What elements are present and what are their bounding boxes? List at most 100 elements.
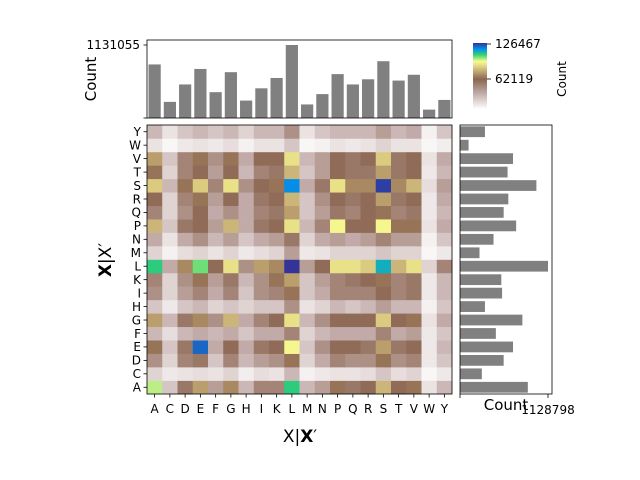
heatmap-cell [208, 246, 224, 260]
heatmap-cell [223, 192, 239, 206]
heatmap-cell [192, 151, 209, 166]
heatmap-cell [391, 259, 407, 274]
heatmap-cell [360, 340, 377, 354]
heatmap-cell [238, 138, 255, 153]
x-tick-label: K [273, 402, 282, 416]
heatmap-cell [238, 125, 255, 139]
heatmap-cell [253, 138, 270, 153]
heatmap-cell [223, 219, 239, 233]
top-marginal-bar [163, 101, 176, 118]
heatmap-cell [192, 138, 209, 153]
heatmap-cell [177, 205, 194, 220]
heatmap-cell [192, 272, 209, 287]
heatmap-cell [147, 246, 163, 260]
heatmap-cell [314, 286, 331, 301]
heatmap-cell [421, 299, 438, 314]
heatmap-cell [223, 353, 239, 368]
top-marginal-ylabel: Count [82, 57, 100, 102]
top-marginal-bar [423, 109, 436, 118]
heatmap-cell [421, 165, 438, 180]
heatmap-cell [147, 192, 163, 206]
y-tick-label: P [134, 219, 141, 233]
heatmap-cell [238, 165, 255, 180]
heatmap-cell [436, 192, 453, 206]
heatmap-cell [284, 340, 300, 354]
heatmap-cell [360, 219, 377, 233]
heatmap-cell [330, 340, 346, 354]
heatmap-cell [391, 219, 407, 233]
heatmap-cell [436, 219, 453, 233]
heatmap-cell [299, 353, 316, 368]
heatmap-cell [269, 299, 285, 314]
heatmap-cell [269, 151, 285, 166]
heatmap-cell [375, 205, 392, 220]
top-marginal-bar [285, 45, 298, 118]
heatmap-cell [406, 286, 422, 301]
heatmap-cell [299, 138, 316, 153]
heatmap-cell [284, 205, 300, 220]
heatmap-cell [406, 367, 422, 381]
right-marginal-xlabel: Count [484, 396, 529, 414]
heatmap-cell [162, 299, 178, 314]
heatmap-cell [177, 151, 194, 166]
heatmap-cell [147, 125, 163, 139]
heatmap-cell [269, 219, 285, 233]
heatmap-cell [360, 165, 377, 180]
heatmap-cell [375, 299, 392, 314]
heatmap-cell [253, 340, 270, 354]
heatmap-cell [314, 259, 331, 274]
heatmap-cell [406, 151, 422, 166]
heatmap-cell [436, 138, 453, 153]
heatmap-cell [253, 151, 270, 166]
heatmap-cell [177, 192, 194, 206]
heatmap-ylabel: X|X′ [96, 243, 116, 277]
top-marginal-ytick-label: 1131055 [87, 38, 140, 52]
y-tick-label: W [129, 138, 141, 152]
heatmap-cell [162, 246, 178, 260]
heatmap-cell [223, 380, 239, 395]
heatmap-cell [238, 313, 255, 328]
heatmap-cell [299, 232, 316, 247]
heatmap-cell [314, 205, 331, 220]
heatmap-cell [284, 286, 300, 301]
heatmap-cell [162, 353, 178, 368]
heatmap-cell [284, 246, 300, 260]
right-marginal-histogram: 1128798 Count [459, 124, 575, 417]
heatmap-cell [269, 259, 285, 274]
heatmap-cell [314, 353, 331, 368]
heatmap-cell [330, 219, 346, 233]
heatmap-cell [360, 205, 377, 220]
heatmap-cell [314, 367, 331, 381]
heatmap-cell [192, 165, 209, 180]
heatmap-cell [330, 380, 346, 395]
heatmap-cell [375, 313, 392, 328]
heatmap-cell [391, 380, 407, 395]
heatmap-cell [269, 205, 285, 220]
heatmap-cell [330, 205, 346, 220]
right-marginal-bar [460, 381, 528, 393]
x-tick-label: L [289, 402, 296, 416]
y-tick-label: R [133, 192, 141, 206]
y-tick-label: G [132, 313, 141, 327]
heatmap-cell [253, 246, 270, 260]
heatmap-cell [253, 205, 270, 220]
right-marginal-bar [460, 233, 494, 245]
heatmap-cell [330, 286, 346, 301]
colorbar-tick-label-max: 126467 [495, 37, 541, 51]
x-tick-label: D [181, 402, 190, 416]
heatmap-cell [299, 367, 316, 381]
heatmap-cell [192, 232, 209, 247]
heatmap-cell [391, 340, 407, 354]
heatmap-cell [330, 326, 346, 341]
heatmap-cell [177, 165, 194, 180]
top-marginal-bar [407, 74, 420, 118]
heatmap-cell [284, 219, 300, 233]
heatmap-cell [375, 353, 392, 368]
heatmap-cell [238, 353, 255, 368]
heatmap-cell [162, 178, 178, 193]
top-marginal-bar [179, 84, 192, 118]
heatmap-cell [391, 165, 407, 180]
heatmap-cell [314, 165, 331, 180]
heatmap-cell [330, 259, 346, 274]
